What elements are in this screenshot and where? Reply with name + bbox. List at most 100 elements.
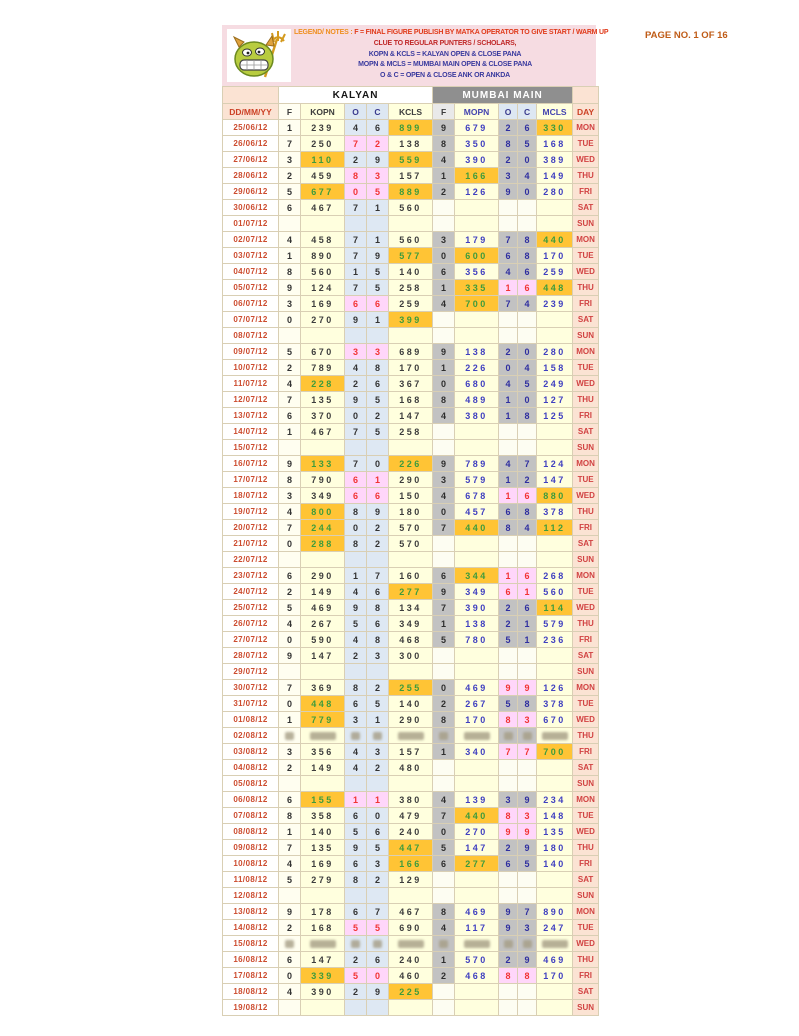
cell-mumbai-f bbox=[432, 215, 456, 232]
cell-kalyan-close bbox=[366, 775, 389, 792]
cell-mcls bbox=[536, 663, 574, 680]
cell-mumbai-close: 8 bbox=[517, 247, 538, 264]
cell-mcls: 448 bbox=[536, 279, 574, 296]
table-row: 12/07/12 7 135 9 5 168 8 489 1 0 127 THU bbox=[222, 391, 600, 408]
cell-kcls: 467 bbox=[387, 903, 434, 920]
cell-kalyan-f: 0 bbox=[278, 967, 301, 984]
table-row: 12/08/12 SUN bbox=[222, 887, 600, 904]
cell-kcls: 157 bbox=[387, 743, 434, 760]
cell-mumbai-f: 3 bbox=[432, 471, 456, 488]
cell-mumbai-close: 0 bbox=[517, 343, 538, 360]
cell-mumbai-open: 9 bbox=[498, 679, 519, 696]
table-row: 19/07/12 4 800 8 9 180 0 457 6 8 378 THU bbox=[222, 503, 600, 520]
cell-kalyan-f: 4 bbox=[278, 375, 301, 392]
cell-date: 25/06/12 bbox=[222, 119, 279, 136]
col-header-mumbai-open: O bbox=[498, 103, 519, 120]
table-row: 15/08/12 WED bbox=[222, 935, 600, 952]
cell-mcls bbox=[536, 727, 574, 744]
cell-kalyan-f bbox=[278, 215, 301, 232]
cell-kalyan-close bbox=[366, 439, 389, 456]
table-row: 01/07/12 SUN bbox=[222, 215, 600, 232]
cell-kalyan-close: 2 bbox=[366, 519, 389, 536]
cell-kalyan-close: 2 bbox=[366, 407, 389, 424]
table-row: 06/07/12 3 169 6 6 259 4 700 7 4 239 FRI bbox=[222, 295, 600, 312]
cell-mcls: 135 bbox=[536, 823, 574, 840]
cell-mcls bbox=[536, 871, 574, 888]
cell-mcls: 158 bbox=[536, 359, 574, 376]
cell-day: WED bbox=[572, 935, 600, 952]
cell-kalyan-open: 3 bbox=[344, 343, 367, 360]
cell-mumbai-close bbox=[517, 311, 538, 328]
cell-kcls: 225 bbox=[387, 983, 434, 1000]
cell-date: 27/06/12 bbox=[222, 151, 279, 168]
cell-kopn: 339 bbox=[300, 967, 345, 984]
cell-mumbai-f: 4 bbox=[432, 151, 456, 168]
cell-date: 08/07/12 bbox=[222, 327, 279, 344]
cell-kalyan-f: 2 bbox=[278, 759, 301, 776]
cell-date: 25/07/12 bbox=[222, 599, 279, 616]
cell-kopn: 178 bbox=[300, 903, 345, 920]
cell-mumbai-f: 1 bbox=[432, 743, 456, 760]
table-row: 09/07/12 5 670 3 3 689 9 138 2 0 280 MON bbox=[222, 343, 600, 360]
redacted-value bbox=[373, 732, 382, 741]
cell-kalyan-open: 5 bbox=[344, 823, 367, 840]
table-row: 01/08/12 1 779 3 1 290 8 170 8 3 670 WED bbox=[222, 711, 600, 728]
cell-kopn: 790 bbox=[300, 471, 345, 488]
cell-kcls: 166 bbox=[387, 855, 434, 872]
cell-mumbai-open: 2 bbox=[498, 951, 519, 968]
cell-kalyan-open: 7 bbox=[344, 455, 367, 472]
cell-date: 14/08/12 bbox=[222, 919, 279, 936]
cell-mumbai-open: 6 bbox=[498, 503, 519, 520]
cell-kalyan-open bbox=[344, 935, 367, 952]
table-row: 18/07/12 3 349 6 6 150 4 678 1 6 880 WED bbox=[222, 487, 600, 504]
cell-mopn: 489 bbox=[454, 391, 500, 408]
redacted-value bbox=[439, 732, 449, 741]
cell-mumbai-f bbox=[432, 551, 456, 568]
cell-mumbai-open: 8 bbox=[498, 711, 519, 728]
cell-date: 11/08/12 bbox=[222, 871, 279, 888]
mascot-logo bbox=[227, 29, 291, 82]
cell-kalyan-open: 2 bbox=[344, 983, 367, 1000]
cell-kalyan-f: 5 bbox=[278, 183, 301, 200]
cell-mumbai-open: 8 bbox=[498, 519, 519, 536]
cell-date: 13/07/12 bbox=[222, 407, 279, 424]
cell-day: SAT bbox=[572, 871, 600, 888]
cell-kopn: 168 bbox=[300, 919, 345, 936]
cell-mumbai-f: 2 bbox=[432, 967, 456, 984]
results-table: KALYAN MUMBAI MAIN DD/MM/YY F KOPN O C K… bbox=[222, 86, 600, 1016]
redacted-value bbox=[522, 940, 532, 949]
cell-date: 01/07/12 bbox=[222, 215, 279, 232]
cell-kalyan-close: 0 bbox=[366, 807, 389, 824]
cell-mumbai-f bbox=[432, 535, 456, 552]
cell-date: 05/08/12 bbox=[222, 775, 279, 792]
cell-kcls: 480 bbox=[387, 759, 434, 776]
table-row: 25/07/12 5 469 9 8 134 7 390 2 6 114 WED bbox=[222, 599, 600, 616]
corner-cell-left bbox=[222, 86, 279, 104]
cell-mcls: 280 bbox=[536, 343, 574, 360]
cell-kcls: 570 bbox=[387, 535, 434, 552]
cell-day: THU bbox=[572, 503, 600, 520]
cell-mopn bbox=[454, 935, 500, 952]
cell-mumbai-open bbox=[498, 935, 519, 952]
cell-mcls: 249 bbox=[536, 375, 574, 392]
cell-kalyan-open: 9 bbox=[344, 599, 367, 616]
cell-mopn: 600 bbox=[454, 247, 500, 264]
cell-kalyan-close: 5 bbox=[366, 695, 389, 712]
cell-kalyan-f: 6 bbox=[278, 951, 301, 968]
cell-kalyan-open: 8 bbox=[344, 167, 367, 184]
cell-kcls: 157 bbox=[387, 167, 434, 184]
cell-kcls bbox=[387, 551, 434, 568]
cell-kalyan-open: 0 bbox=[344, 407, 367, 424]
col-header-kalyan-open: O bbox=[344, 103, 367, 120]
cell-mopn: 170 bbox=[454, 711, 500, 728]
cell-mumbai-f: 9 bbox=[432, 119, 456, 136]
cell-mumbai-open: 2 bbox=[498, 615, 519, 632]
table-row: 10/08/12 4 169 6 3 166 6 277 6 5 140 FRI bbox=[222, 855, 600, 872]
cell-date: 23/07/12 bbox=[222, 567, 279, 584]
cell-kalyan-close: 6 bbox=[366, 583, 389, 600]
cell-mumbai-open: 2 bbox=[498, 343, 519, 360]
cell-mumbai-open bbox=[498, 887, 519, 904]
cell-kcls: 380 bbox=[387, 791, 434, 808]
cell-mcls bbox=[536, 999, 574, 1016]
cell-kopn: 270 bbox=[300, 311, 345, 328]
